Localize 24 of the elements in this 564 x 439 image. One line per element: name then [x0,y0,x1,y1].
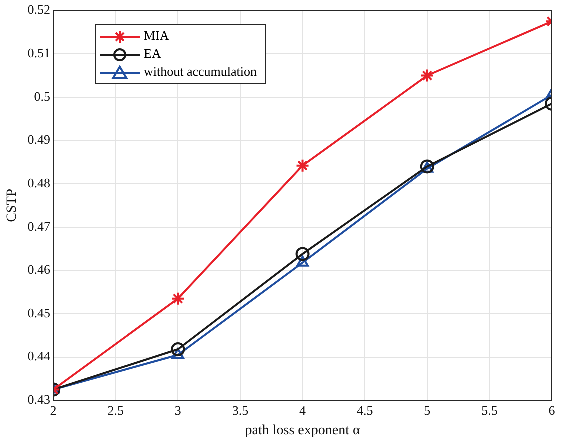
y-tick-label: 0.47 [28,218,52,234]
y-tick-label: 0.43 [28,392,51,408]
x-tick-label: 4.5 [356,402,374,418]
x-tick-label: 6 [548,402,556,418]
x-tick-label: 4 [300,402,307,418]
x-tick-label: 3.5 [232,402,249,418]
x-tick-label: 5.5 [482,402,498,418]
x-tick-label: 5 [424,402,431,418]
y-tick-label: 0.52 [28,2,51,18]
y-tick-label: 0.45 [28,305,51,320]
y-tick-label: 0.48 [28,175,51,190]
x-tick-label: 2.5 [108,402,124,418]
y-tick-label: 0.44 [28,348,52,364]
y-tick-label: 0.51 [28,46,51,61]
y-tick-label: 0.46 [28,262,52,278]
legend-label: without accumulation [144,64,258,80]
x-tick-label: 3 [174,402,182,418]
y-tick-label: 0.5 [34,88,51,104]
x-axis-title: path loss exponent α [245,423,361,438]
x-tick-label: 2 [50,402,57,418]
legend-label: EA [144,46,162,62]
legend-label: MIA [144,28,170,43]
y-axis-title: CSTP [5,188,20,222]
y-tick-label: 0.49 [28,132,51,148]
